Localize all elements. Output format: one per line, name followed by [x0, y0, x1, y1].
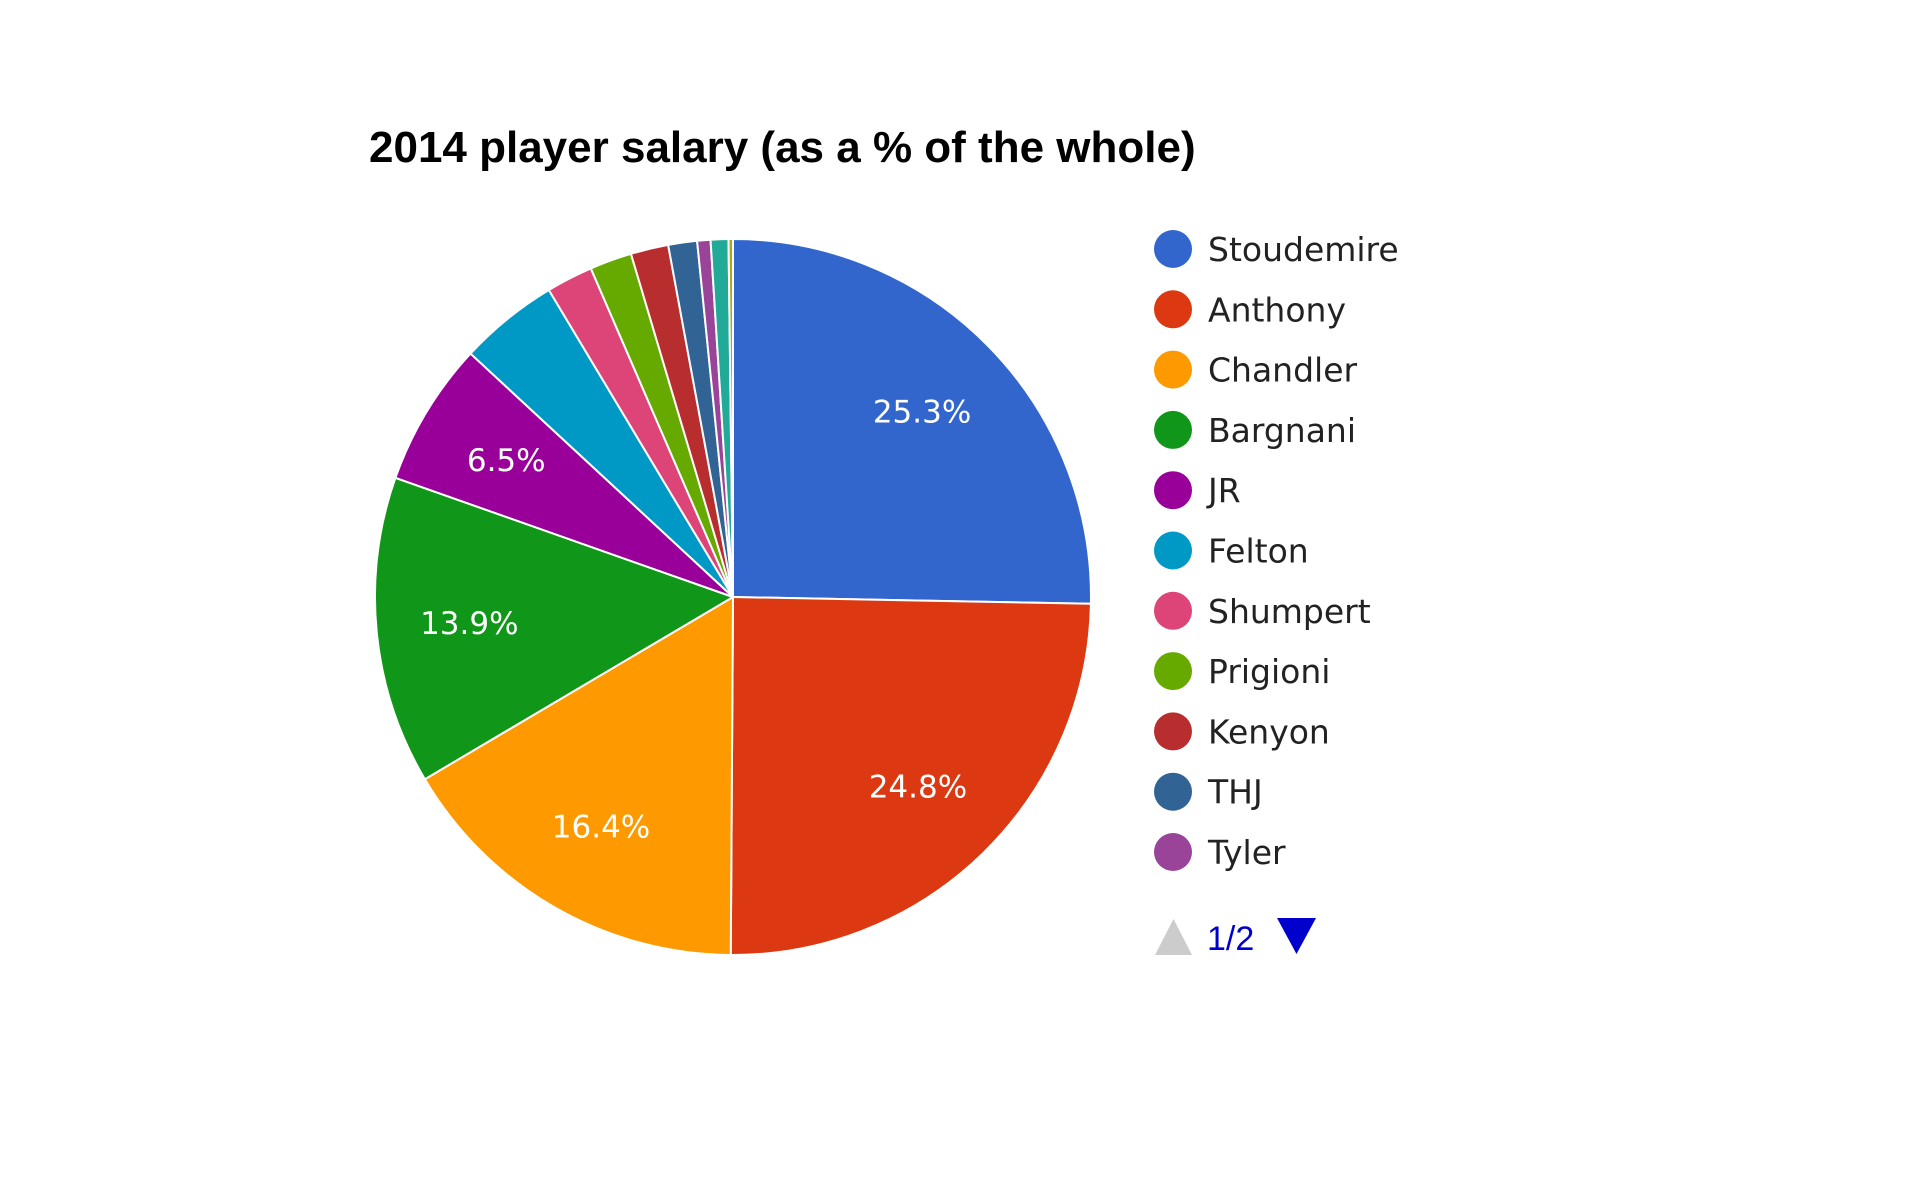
- legend-swatch: [1154, 290, 1192, 329]
- pie-slice-chandler[interactable]: [423, 595, 735, 956]
- legend-item[interactable]: Chandler: [1154, 350, 1358, 390]
- slice-label: 24.8%: [869, 770, 967, 806]
- legend-label: JR: [1206, 471, 1241, 510]
- legend-label: Bargnani: [1208, 411, 1356, 450]
- legend-item[interactable]: Bargnani: [1154, 410, 1356, 450]
- slice-label: 16.4%: [552, 810, 650, 846]
- legend-label: Tyler: [1207, 833, 1286, 872]
- legend-label: Kenyon: [1208, 712, 1330, 751]
- pie-slices: [374, 237, 1092, 956]
- pager-down-icon[interactable]: [1277, 918, 1316, 954]
- legend-item[interactable]: THJ: [1154, 772, 1263, 812]
- legend-swatch: [1154, 772, 1192, 811]
- legend-label: Stoudemire: [1208, 230, 1399, 269]
- legend-swatch: [1154, 712, 1192, 751]
- pie-slice-jr[interactable]: [394, 352, 734, 598]
- legend-item[interactable]: Kenyon: [1154, 712, 1330, 751]
- slice-labels: 25.3% 24.8% 16.4% 13.9% 6.5%: [420, 394, 971, 845]
- legend-pager: 1/2: [1155, 918, 1316, 958]
- chart-title: 2014 player salary (as a % of the whole): [369, 123, 1196, 172]
- pie-slice-stoudemire[interactable]: [732, 237, 1092, 605]
- legend-label: Prigioni: [1208, 652, 1330, 691]
- pager-up-icon[interactable]: [1155, 919, 1192, 955]
- legend-label: Felton: [1208, 532, 1309, 571]
- legend-swatch: [1154, 591, 1192, 630]
- legend-item[interactable]: Tyler: [1154, 833, 1286, 872]
- slice-label: 13.9%: [420, 606, 518, 642]
- legend-label: Chandler: [1208, 351, 1358, 390]
- legend-item[interactable]: JR: [1154, 471, 1241, 510]
- legend-swatch: [1154, 471, 1192, 510]
- pie-slice-other-12[interactable]: [727, 237, 734, 598]
- legend-swatch: [1154, 652, 1192, 691]
- pager-page-indicator: 1/2: [1207, 920, 1254, 958]
- slice-label: 6.5%: [467, 443, 546, 479]
- legend-item[interactable]: Prigioni: [1154, 652, 1330, 691]
- legend-swatch: [1154, 230, 1192, 268]
- legend-swatch: [1154, 410, 1192, 449]
- legend-item[interactable]: Stoudemire: [1154, 230, 1399, 269]
- legend: Stoudemire Anthony Chandler Bargnani JR Felto…: [1154, 230, 1399, 872]
- legend-item[interactable]: Felton: [1154, 531, 1309, 571]
- legend-item[interactable]: Shumpert: [1154, 591, 1371, 631]
- legend-item[interactable]: Anthony: [1154, 290, 1346, 329]
- legend-swatch: [1154, 833, 1192, 871]
- slice-label: 25.3%: [873, 394, 971, 430]
- legend-label: Anthony: [1208, 290, 1346, 329]
- legend-swatch: [1154, 350, 1192, 389]
- legend-label: Shumpert: [1208, 592, 1371, 631]
- legend-label: THJ: [1207, 773, 1263, 812]
- legend-swatch: [1154, 531, 1192, 570]
- pie-slice-anthony[interactable]: [729, 595, 1092, 956]
- pie-slice-bargnani[interactable]: [374, 476, 736, 781]
